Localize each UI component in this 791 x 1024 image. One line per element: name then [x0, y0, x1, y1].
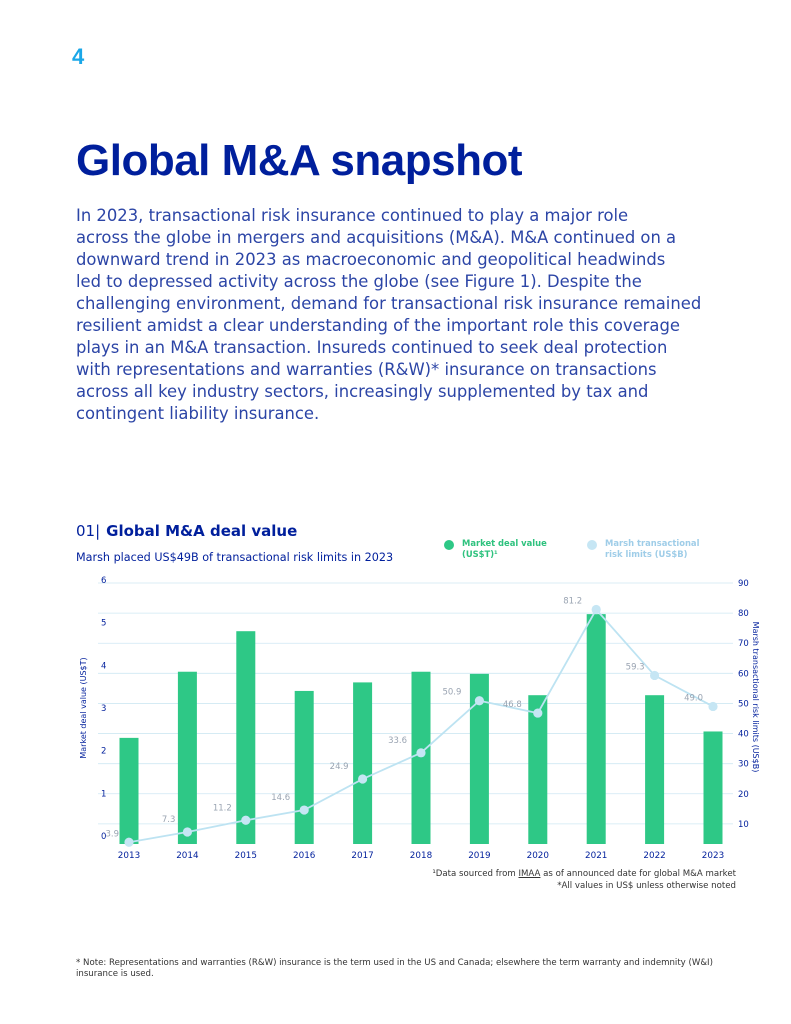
y-tick-label: 4	[101, 661, 106, 671]
legend-marsh-text: Marsh transactional risk limits (US$B)	[605, 538, 699, 560]
bar-2021	[586, 614, 606, 844]
legend-market-dot-icon	[444, 540, 454, 550]
x-tick-label: 2017	[351, 851, 373, 861]
marsh-value-label: 14.6	[271, 793, 290, 803]
x-tick-label: 2022	[643, 851, 665, 861]
figure-heading: 01| Global M&A deal value	[76, 522, 297, 540]
x-tick-label: 2016	[293, 851, 316, 861]
marsh-point-2014	[182, 827, 192, 837]
bar-2016	[294, 690, 314, 844]
marsh-point-2022	[650, 670, 660, 681]
y-tick-label: 6	[101, 576, 106, 586]
figure-title: Global M&A deal value	[106, 522, 298, 540]
legend-marsh-line2: risk limits (US$B)	[605, 549, 688, 559]
marsh-point-2013	[124, 837, 134, 847]
x-tick-label: 2023	[702, 851, 724, 861]
y-tick-label: 0	[101, 832, 106, 842]
marsh-point-2021	[591, 604, 601, 615]
y2-tick-label: 80	[738, 609, 749, 619]
legend-market-deal-value: Market deal value (US$T)¹	[444, 538, 564, 560]
x-tick-label: 2015	[235, 851, 257, 861]
y2-tick-label: 30	[738, 760, 749, 770]
source-line1-prefix: ¹Data sourced from	[432, 869, 519, 879]
bar-2013	[119, 737, 139, 844]
y-axis-title: Market deal value (US$T)	[79, 657, 88, 758]
y-tick-label: 3	[101, 704, 106, 714]
x-tick-label: 2018	[410, 851, 432, 861]
bar-2014	[177, 671, 197, 844]
marsh-point-2015	[241, 815, 251, 825]
marsh-point-2017	[358, 774, 368, 784]
legend-marsh-dot-icon	[587, 540, 597, 550]
intro-paragraph: In 2023, transactional risk insurance co…	[76, 206, 702, 423]
bar-2020	[528, 695, 548, 844]
marsh-value-label: 7.3	[162, 815, 176, 825]
marsh-point-2019	[474, 696, 484, 706]
x-tick-label: 2020	[527, 851, 550, 861]
y-tick-label: 5	[101, 619, 106, 629]
bar-2023	[703, 731, 723, 844]
legend-marsh-line1: Marsh transactional	[605, 538, 700, 548]
bar-2018	[411, 671, 431, 844]
marsh-value-label: 59.3	[626, 662, 645, 672]
figure-number: 01|	[76, 522, 101, 540]
legend-market-line2: (US$T)¹	[462, 549, 498, 559]
marsh-value-label: 24.9	[330, 762, 349, 772]
marsh-value-label: 33.6	[388, 736, 407, 746]
bar-2015	[236, 631, 256, 844]
marsh-value-label: 11.2	[213, 803, 232, 813]
y-tick-label: 1	[101, 789, 106, 799]
marsh-value-label: 50.9	[442, 688, 461, 698]
bar-2022	[645, 695, 665, 844]
marsh-value-label: 3.9	[105, 829, 119, 839]
source-line2: *All values in US$ unless otherwise note…	[557, 881, 736, 891]
y2-tick-label: 40	[738, 730, 749, 740]
page-number: 4	[72, 44, 85, 69]
marsh-value-label: 49.0	[684, 693, 703, 703]
x-tick-label: 2014	[176, 851, 199, 861]
page-title: Global M&A snapshot	[76, 136, 523, 185]
y2-tick-label: 90	[738, 579, 749, 589]
x-tick-label: 2013	[118, 851, 140, 861]
bar-2019	[469, 673, 489, 844]
y-tick-label: 2	[101, 747, 106, 757]
source-imaa-link[interactable]: IMAA	[518, 869, 541, 879]
bar-2017	[353, 682, 373, 844]
y2-axis-title: Marsh transactional risk limits (US$B)	[751, 622, 760, 773]
y2-tick-label: 20	[738, 790, 749, 800]
marsh-value-label: 46.8	[503, 700, 522, 710]
y2-tick-label: 10	[738, 820, 749, 830]
footnote: * Note: Representations and warranties (…	[76, 958, 713, 979]
marsh-point-2016	[299, 805, 309, 815]
figure-subtitle: Marsh placed US$49B of transactional ris…	[76, 551, 394, 564]
source-line1-suffix: as of announced date for global M&A mark…	[540, 869, 736, 879]
legend-marsh-limits: Marsh transactional risk limits (US$B)	[587, 538, 707, 560]
legend-market-line1: Market deal value	[462, 538, 547, 548]
marsh-value-label: 81.2	[563, 596, 582, 606]
marsh-point-2020	[533, 708, 543, 718]
legend-market-text: Market deal value (US$T)¹	[462, 538, 547, 560]
y2-tick-label: 70	[738, 639, 749, 649]
y2-tick-label: 50	[738, 699, 749, 709]
source-note: ¹Data sourced from IMAA as of announced …	[432, 868, 736, 892]
x-tick-label: 2019	[468, 851, 490, 861]
marsh-point-2023	[708, 701, 718, 712]
marsh-point-2018	[416, 748, 426, 758]
y2-tick-label: 60	[738, 669, 749, 679]
x-tick-label: 2021	[585, 851, 607, 861]
